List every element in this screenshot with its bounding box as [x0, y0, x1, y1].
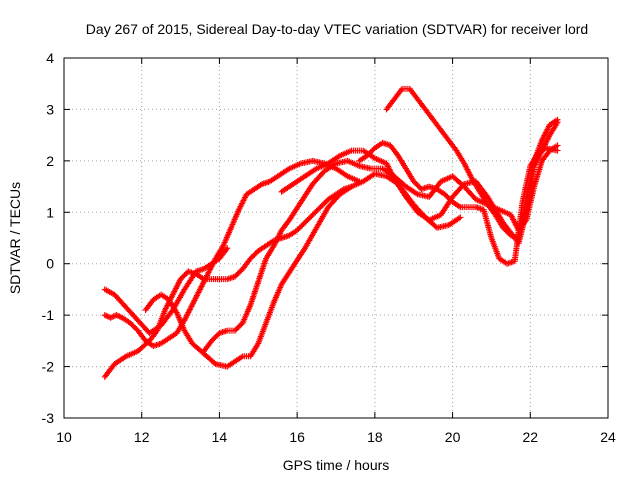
data-markers	[101, 85, 561, 380]
series-track-8	[356, 139, 561, 267]
y-tick-label: 1	[46, 204, 54, 220]
series-track-2	[101, 157, 363, 349]
x-tick-label: 22	[522, 429, 538, 445]
x-tick-label: 16	[289, 429, 305, 445]
x-tick-label: 14	[212, 429, 228, 445]
x-tick-label: 24	[600, 429, 616, 445]
y-tick-label: 4	[46, 50, 54, 66]
data-point	[554, 147, 561, 154]
grid-lines	[64, 58, 608, 418]
y-axis-label: SDTVAR / TECUs	[7, 182, 23, 294]
y-tick-label: -2	[42, 359, 55, 375]
data-point	[457, 214, 464, 221]
plot-frame	[63, 57, 609, 419]
y-tick-label: 0	[46, 256, 54, 272]
y-tick-label: 3	[46, 101, 54, 117]
data-point	[554, 116, 561, 123]
chart-title: Day 267 of 2015, Sidereal Day-to-day VTE…	[86, 21, 588, 37]
y-tick-label: 2	[46, 153, 54, 169]
x-tick-label: 20	[445, 429, 461, 445]
x-tick-label: 18	[367, 429, 383, 445]
data-point	[104, 313, 111, 320]
x-axis-label: GPS time / hours	[283, 457, 390, 473]
data-point	[224, 245, 231, 252]
axis-ticks	[63, 57, 609, 419]
data-point	[110, 313, 117, 320]
x-tick-label: 10	[56, 429, 72, 445]
series-track-3	[101, 183, 355, 380]
y-tick-label: -3	[42, 410, 55, 426]
data-point	[554, 142, 561, 149]
y-tick-label: -1	[42, 307, 55, 323]
series-track-1	[101, 245, 231, 337]
x-tick-label: 12	[134, 429, 150, 445]
